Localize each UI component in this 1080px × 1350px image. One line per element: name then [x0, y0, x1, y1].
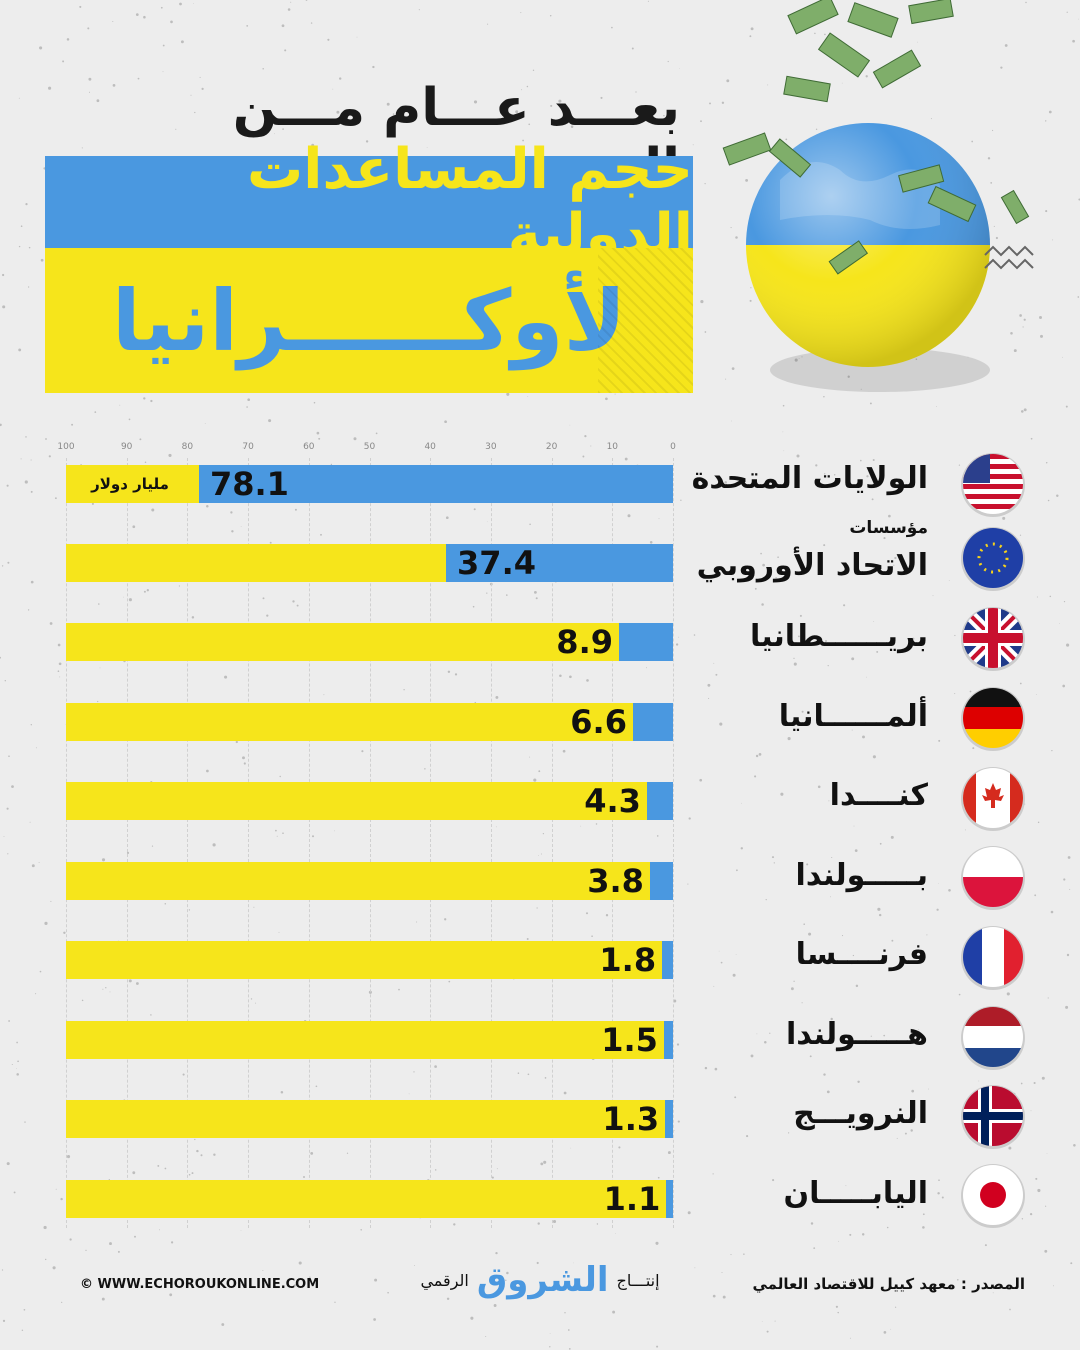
bar-track — [66, 623, 673, 661]
category-sublabel: مؤسسات — [849, 518, 928, 538]
france-flag-icon — [961, 926, 1025, 990]
x-tick-label: 90 — [120, 442, 133, 452]
x-tick-label: 100 — [57, 442, 75, 452]
x-tick-label: 80 — [181, 442, 194, 452]
x-tick-label: 70 — [242, 442, 254, 452]
bar-track — [66, 465, 673, 503]
gridline — [673, 458, 674, 1228]
x-tick-label: 50 — [363, 442, 376, 452]
data-label: 1.8 — [599, 941, 657, 979]
header-title-band-yellow: لأوكــــــرانيا — [45, 248, 693, 393]
gridline — [248, 458, 250, 1228]
category-label: الاتحاد الأوروبي — [696, 548, 928, 583]
canada-flag-icon — [961, 767, 1025, 831]
category-label: اليابـــــان — [783, 1176, 928, 1211]
uk-flag-icon — [961, 607, 1025, 671]
bar — [445, 544, 673, 582]
gridline — [612, 458, 614, 1228]
bar-track — [66, 782, 673, 820]
echorouk-logo: إنتـــاج الشروق الرقمي — [420, 1255, 660, 1305]
gridline — [369, 458, 371, 1228]
gridline — [308, 458, 310, 1228]
unit-label: مليار دولار — [91, 475, 169, 493]
gridline — [490, 458, 492, 1228]
bar — [618, 623, 673, 661]
eu-flag-icon — [961, 527, 1025, 591]
bar-track — [66, 862, 673, 900]
netherlands-flag-icon — [961, 1006, 1025, 1070]
x-tick-label: 10 — [606, 442, 619, 452]
hatch-decoration — [598, 248, 693, 393]
usa-flag-icon — [961, 453, 1025, 517]
bar-track — [66, 1100, 673, 1138]
gridline — [126, 458, 128, 1228]
data-label: 78.1 — [209, 465, 289, 503]
category-label: هـــــولندا — [785, 1017, 928, 1052]
digital-label: الرقمي — [420, 1270, 469, 1290]
data-label: 3.8 — [587, 862, 644, 900]
category-label: كنــــدا — [829, 778, 928, 813]
website-link[interactable]: © WWW.ECHOROUKONLINE.COM — [80, 1277, 320, 1292]
bar — [665, 1100, 673, 1138]
data-label: 4.3 — [584, 782, 641, 820]
data-label: 37.4 — [457, 544, 536, 582]
bar — [666, 1180, 673, 1218]
data-label: 1.3 — [602, 1100, 660, 1138]
germany-flag-icon — [961, 687, 1025, 751]
category-label: بـــــولندا — [795, 858, 928, 893]
gridline — [430, 458, 432, 1228]
poland-flag-icon — [961, 846, 1025, 910]
category-label: ألمــــــانيا — [778, 699, 928, 734]
bar-track — [66, 1180, 673, 1218]
category-label: فرنــــسا — [795, 937, 928, 972]
norway-flag-icon — [961, 1085, 1025, 1149]
x-tick-label: 30 — [485, 442, 497, 452]
bar-track — [66, 544, 673, 582]
header-title-line2: لأوكــــــرانيا — [111, 271, 627, 370]
x-tick-label: 0 — [670, 442, 676, 452]
data-label: 1.1 — [603, 1180, 661, 1218]
bar — [646, 782, 673, 820]
bar — [198, 465, 673, 503]
x-tick-label: 60 — [303, 442, 315, 452]
gridline — [551, 458, 553, 1228]
x-tick-label: 40 — [424, 442, 436, 452]
gridline — [187, 458, 189, 1228]
bar-track — [66, 1021, 673, 1059]
data-label: 1.5 — [601, 1021, 658, 1059]
data-label: 8.9 — [556, 623, 613, 661]
ukraine-globe-illustration — [722, 0, 1034, 392]
bar — [662, 941, 673, 979]
bar — [649, 862, 673, 900]
x-tick-label: 20 — [545, 442, 558, 452]
source-note: المصدر : معهد كييل للاقتصاد العالمي — [752, 1275, 1025, 1293]
bar-track — [66, 941, 673, 979]
production-label: إنتـــاج — [616, 1270, 660, 1290]
gridline — [66, 458, 67, 1228]
bar — [663, 1021, 673, 1059]
bar-track — [66, 703, 673, 741]
header-title-band: حجم المساعدات الدولية — [45, 137, 693, 267]
brand-name: الشروق — [476, 1260, 609, 1300]
category-label: بريــــــطانيا — [750, 619, 928, 654]
category-label: النرويـــج — [793, 1096, 928, 1131]
data-label: 6.6 — [570, 703, 627, 741]
bar — [632, 703, 673, 741]
japan-flag-icon — [961, 1164, 1025, 1228]
category-label: الولايات المتحدة — [691, 461, 928, 496]
